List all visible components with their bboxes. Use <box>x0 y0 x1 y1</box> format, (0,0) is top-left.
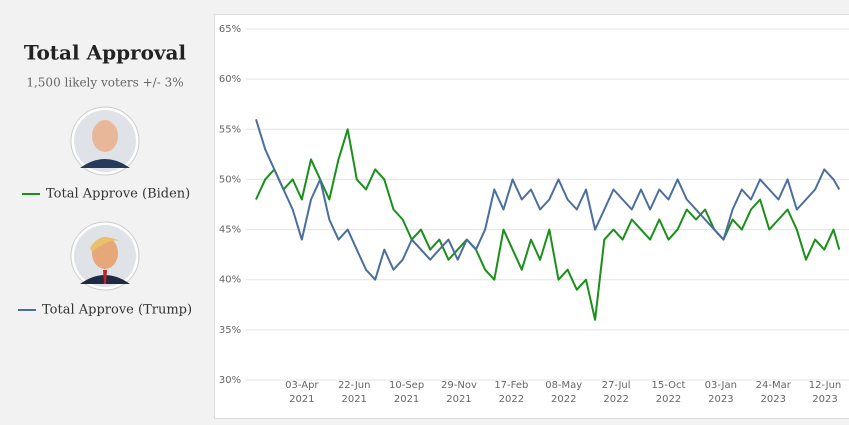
y-tick-label: 60% <box>219 74 241 85</box>
x-tick-label: 2022 <box>551 394 576 405</box>
x-tick-label: 2021 <box>341 394 366 405</box>
y-tick-label: 40% <box>219 275 241 286</box>
x-tick-label: 24-Mar <box>756 380 792 391</box>
x-tick-label: 2022 <box>603 394 628 405</box>
x-tick-label: 2021 <box>446 394 471 405</box>
legend-label: Total Approve (Trump) <box>42 303 192 318</box>
x-tick-label: 2022 <box>499 394 524 405</box>
chart-title: Total Approval <box>24 41 187 65</box>
x-tick-label: 27-Jul <box>602 380 631 391</box>
series-line <box>255 128 841 321</box>
x-tick-label: 08-May <box>545 380 582 391</box>
y-tick-label: 35% <box>219 325 241 336</box>
y-tick-label: 55% <box>219 124 241 135</box>
avatar <box>70 221 140 291</box>
x-tick-label: 17-Feb <box>494 380 528 391</box>
y-tick-label: 50% <box>219 174 241 185</box>
x-tick-label: 2023 <box>760 394 785 405</box>
x-tick-label: 22-Jun <box>338 380 371 391</box>
avatar <box>70 106 140 176</box>
y-tick-label: 45% <box>219 225 241 236</box>
x-tick-label: 2022 <box>656 394 681 405</box>
chart-panel <box>214 14 849 419</box>
x-tick-label: 2021 <box>289 394 314 405</box>
chart-subtitle: 1,500 likely voters +/- 3% <box>26 76 183 90</box>
series-line <box>255 119 841 281</box>
y-tick-label: 65% <box>219 24 241 35</box>
x-tick-label: 15-Oct <box>652 380 686 391</box>
y-tick-label: 30% <box>219 375 241 386</box>
legend-label: Total Approve (Biden) <box>46 187 190 202</box>
x-tick-label: 03-Apr <box>285 380 319 391</box>
x-tick-label: 2023 <box>812 394 837 405</box>
x-tick-label: 03-Jan <box>705 380 737 391</box>
x-tick-label: 29-Nov <box>441 380 477 391</box>
x-tick-label: 2021 <box>394 394 419 405</box>
x-tick-label: 12-Jun <box>809 380 842 391</box>
x-tick-label: 2023 <box>708 394 733 405</box>
x-tick-label: 10-Sep <box>389 380 424 391</box>
